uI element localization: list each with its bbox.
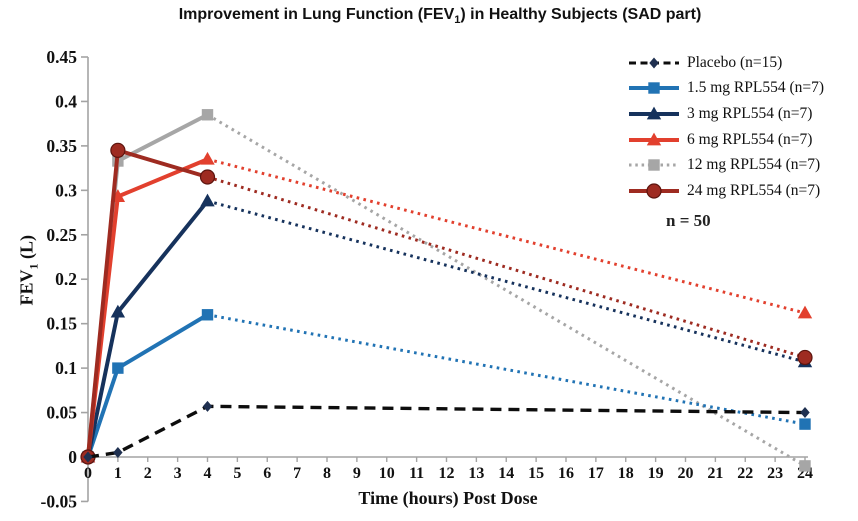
x-tick-label: 18 (618, 465, 634, 482)
legend-rows: Placebo (n=15) 1.5 mg RPL554 (n=7) 3 mg RP… (628, 50, 853, 204)
x-tick-label: 17 (588, 465, 604, 482)
legend-item: 12 mg RPL554 (n=7) (628, 152, 853, 178)
series-placebo-n-15 (83, 400, 810, 463)
legend-item: Placebo (n=15) (628, 50, 853, 76)
square-marker (799, 460, 811, 472)
x-tick-label: 1 (114, 465, 122, 482)
legend-item-label: Placebo (n=15) (687, 53, 783, 71)
y-tick-label: 0.05 (46, 403, 77, 423)
sample-size-annotation: n = 50 (666, 210, 711, 230)
x-tick-label: 8 (323, 465, 331, 482)
x-tick-label: 4 (204, 465, 212, 482)
y-tick-label: 0.45 (46, 47, 77, 67)
y-tick-label: 0.35 (46, 136, 77, 156)
y-tick-label: 0.2 (55, 269, 77, 289)
legend-item: 3 mg RPL554 (n=7) (628, 101, 853, 127)
triangle-marker (646, 106, 662, 120)
legend-sample-line (629, 159, 679, 171)
y-axis-title-text: FEV (16, 269, 37, 306)
triangle-marker (200, 193, 215, 207)
y-tick-label: 0.15 (46, 314, 77, 334)
series-line-dotted-6-mg-rpl554-n-7 (207, 157, 806, 315)
y-axis-title-unit: (L) (16, 235, 37, 264)
square-marker (799, 418, 811, 430)
square-marker (201, 309, 214, 321)
square-marker (112, 362, 124, 374)
x-tick-label: 10 (379, 465, 395, 482)
legend-item: 24 mg RPL554 (n=7) (628, 178, 853, 204)
legend-item-label: 6 mg RPL554 (n=7) (687, 130, 813, 148)
circle-marker (110, 142, 126, 158)
y-tick-label: 0.4 (55, 91, 77, 111)
series-line-solid-3-mg-rpl554-n-7 (86, 199, 210, 458)
series-line-dotted-24-mg-rpl554-n-7 (207, 175, 806, 359)
chart-title-text: Improvement in Lung Function (FEV (178, 6, 455, 23)
square-marker (648, 82, 660, 95)
x-tick-label: 15 (528, 465, 544, 482)
diamond-marker (800, 407, 810, 419)
legend-sample-line (629, 183, 679, 199)
square-marker (648, 159, 660, 171)
x-tick-label: 7 (293, 465, 301, 482)
legend-item-label: 24 mg RPL554 (n=7) (687, 181, 821, 199)
triangle-marker (110, 304, 126, 318)
series-line-solid-6-mg-rpl554-n-7 (86, 157, 209, 458)
circle-marker (199, 169, 216, 185)
legend-item-label: 1.5 mg RPL554 (n=7) (687, 79, 825, 97)
x-tick-label: 23 (767, 465, 783, 482)
x-tick-label: 22 (737, 465, 753, 482)
y-tick-label: 0.3 (55, 180, 77, 200)
chart-title-text-end: ) in Healthy Subjects (SAD part) (460, 6, 702, 23)
x-tick-label: 2 (144, 465, 152, 482)
legend-sample-line (629, 82, 679, 95)
x-tick-label: 11 (409, 465, 424, 482)
legend-sample-line (629, 106, 679, 120)
x-tick-label: 5 (233, 465, 241, 482)
x-tick-label: 0 (84, 465, 92, 482)
diamond-marker (202, 400, 213, 412)
triangle-marker (200, 151, 215, 165)
y-axis-title: FEV1 (L) (17, 215, 42, 325)
triangle-marker (646, 132, 662, 145)
x-tick-label: 13 (468, 465, 484, 482)
circle-marker (797, 349, 813, 366)
x-tick-label: 3 (174, 465, 182, 482)
x-tick-label: 19 (648, 465, 664, 482)
chart-title: Improvement in Lung Function (FEV1) in H… (60, 6, 820, 26)
legend: Placebo (n=15) 1.5 mg RPL554 (n=7) 3 mg RP… (628, 50, 853, 231)
y-tick-label: -0.05 (41, 491, 78, 511)
chart-title-subscript: 1 (454, 14, 461, 27)
legend-item: 1.5 mg RPL554 (n=7) (628, 76, 853, 102)
y-axis-title-subscript: 1 (26, 263, 41, 270)
series-line-dotted-1.5-mg-rpl554-n-7 (207, 313, 806, 426)
y-tick-label: 0.25 (46, 225, 77, 245)
circle-marker (646, 183, 662, 199)
legend-item-label: 3 mg RPL554 (n=7) (687, 104, 813, 122)
series-1.5-mg-rpl554-n-7 (82, 309, 811, 463)
series-3-mg-rpl554-n-7 (80, 193, 813, 463)
x-tick-label: 21 (707, 465, 723, 482)
y-tick-label: 0.1 (55, 358, 77, 378)
x-tick-label: 14 (498, 465, 514, 482)
series-line-placebo-n-15 (87, 404, 806, 459)
x-tick-label: 16 (558, 465, 574, 482)
x-tick-label: 9 (353, 465, 361, 482)
legend-sample-line (629, 57, 679, 69)
legend-item-label: 12 mg RPL554 (n=7) (687, 156, 821, 174)
x-tick-label: 20 (678, 465, 694, 482)
y-tick-label: 0 (68, 447, 77, 467)
legend-sample-line (629, 132, 679, 145)
x-tick-label: 6 (263, 465, 271, 482)
x-axis-title: Time (hours) Post Dose (358, 488, 538, 508)
legend-item: 6 mg RPL554 (n=7) (628, 127, 853, 153)
x-tick-label: 12 (439, 465, 455, 482)
square-marker (201, 109, 214, 121)
diamond-marker (83, 451, 93, 463)
diamond-marker (649, 57, 659, 69)
series-line-dotted-3-mg-rpl554-n-7 (207, 199, 806, 364)
diamond-marker (113, 447, 123, 459)
triangle-marker (797, 305, 813, 319)
